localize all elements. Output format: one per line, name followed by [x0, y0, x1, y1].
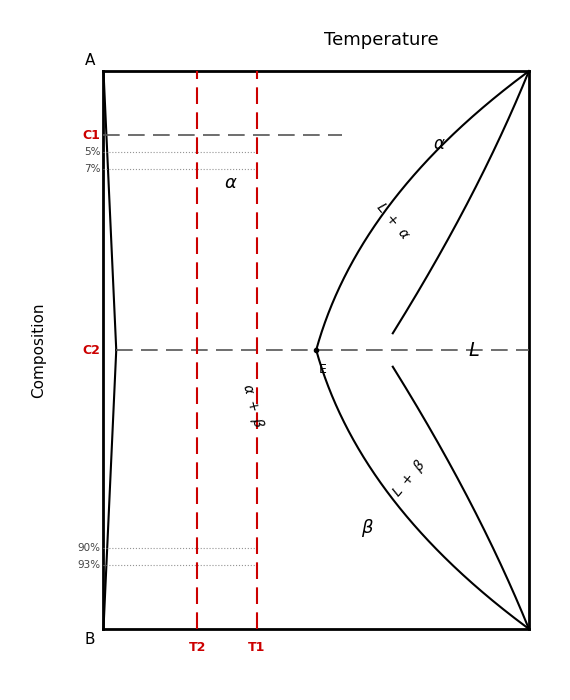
- Text: Composition: Composition: [31, 302, 46, 398]
- Text: A: A: [84, 53, 95, 69]
- Text: $L$: $L$: [468, 340, 479, 360]
- Text: $L\ +\ \alpha$: $L\ +\ \alpha$: [373, 200, 413, 244]
- Text: 5%: 5%: [84, 147, 101, 157]
- Text: $\alpha$: $\alpha$: [225, 174, 238, 192]
- Text: E: E: [319, 363, 327, 376]
- Text: Temperature: Temperature: [324, 31, 439, 49]
- Text: $L\ +\ \beta$: $L\ +\ \beta$: [389, 456, 431, 501]
- Text: C1: C1: [83, 129, 101, 142]
- Text: T1: T1: [248, 641, 265, 654]
- Text: 93%: 93%: [78, 560, 101, 570]
- Text: $\alpha$: $\alpha$: [433, 134, 446, 153]
- Text: $\beta$: $\beta$: [361, 517, 374, 540]
- Text: C2: C2: [83, 344, 101, 356]
- Text: B: B: [84, 631, 95, 647]
- Text: 7%: 7%: [84, 164, 101, 174]
- Text: $\alpha\ +\ \beta$: $\alpha\ +\ \beta$: [238, 382, 267, 430]
- Text: 90%: 90%: [78, 543, 101, 553]
- Text: T2: T2: [189, 641, 206, 654]
